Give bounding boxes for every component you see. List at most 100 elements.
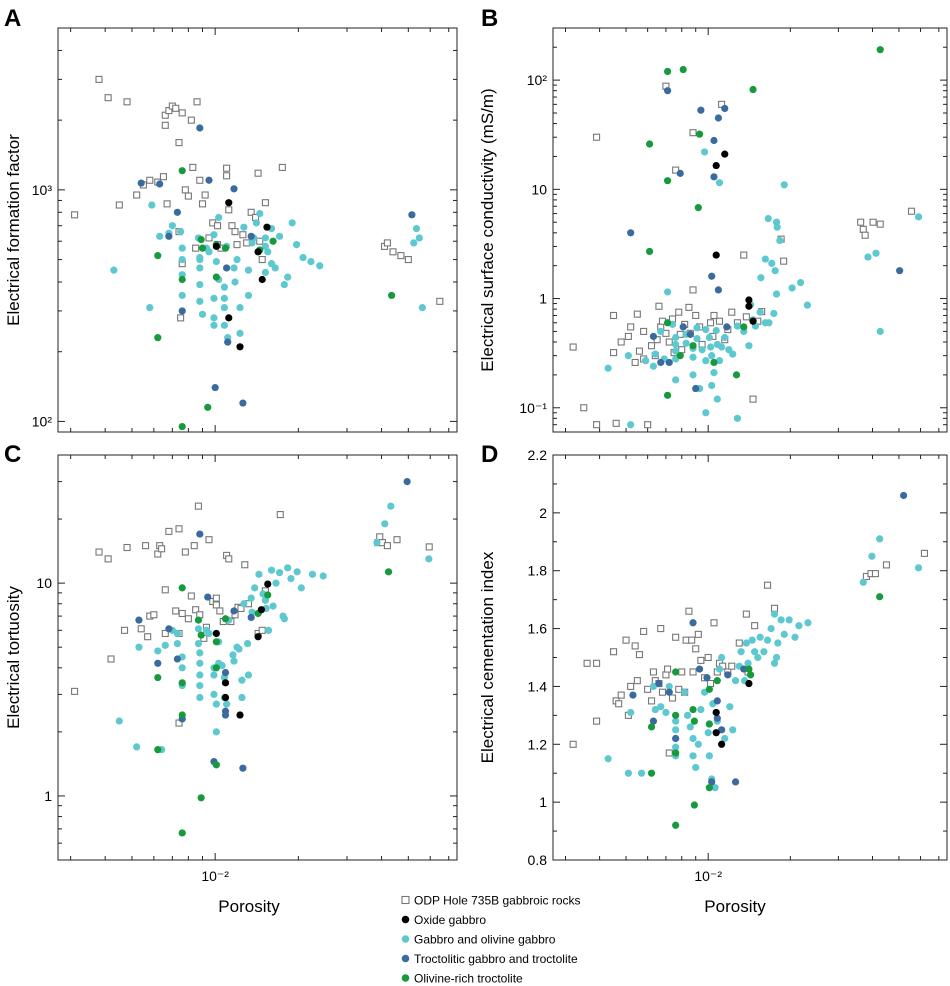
panel-d: D 10⁻² 0.8 1 1.2 1.4 1.6 1.8 2 2.2 Electrical ceme… <box>478 441 948 916</box>
point-gabbro <box>178 255 186 264</box>
point-gabbro <box>672 376 680 384</box>
point-gabbro <box>235 645 243 653</box>
point-odp <box>383 239 391 247</box>
point-gabbro <box>772 290 781 298</box>
point-gabbro <box>287 575 295 583</box>
point-odp <box>163 200 171 208</box>
point-gabbro <box>785 616 793 624</box>
point-gabbro <box>236 304 244 312</box>
plot-frame <box>552 454 948 861</box>
point-gabbro <box>745 342 753 350</box>
point-odp <box>593 421 601 429</box>
point-odp <box>876 220 884 228</box>
point-odp <box>631 642 639 650</box>
point-odp <box>194 502 202 510</box>
point-gabbro <box>624 352 632 360</box>
point-gabbro <box>705 333 713 342</box>
point-oxide <box>221 679 230 687</box>
point-troct <box>676 169 684 177</box>
point-odp <box>205 234 213 242</box>
point-olivine <box>689 342 697 350</box>
point-odp <box>177 314 185 322</box>
point-gabbro <box>663 288 672 296</box>
y-tick-label: 1.4 <box>528 678 548 694</box>
point-gabbro <box>721 333 729 342</box>
point-troct <box>230 185 238 193</box>
point-odp <box>617 338 625 346</box>
point-gabbro <box>686 723 694 731</box>
point-odp <box>165 527 173 535</box>
point-troct <box>173 655 181 663</box>
point-gabbro <box>708 381 716 390</box>
point-troct <box>695 665 704 673</box>
point-olivine <box>221 244 230 252</box>
point-oxide <box>712 729 720 737</box>
point-oxide <box>221 693 230 702</box>
point-troct <box>204 593 212 601</box>
point-gabbro <box>768 259 776 267</box>
point-gabbro <box>412 225 421 233</box>
point-gabbro <box>156 232 164 240</box>
point-gabbro <box>230 657 238 665</box>
point-olivine <box>663 319 672 327</box>
point-gabbro <box>788 284 796 292</box>
point-troct <box>672 734 680 743</box>
point-troct <box>196 530 204 538</box>
point-olivine <box>154 334 162 342</box>
plot-frame <box>57 27 458 433</box>
point-odp <box>256 237 264 245</box>
point-oxide <box>236 343 244 351</box>
point-odp <box>404 256 412 264</box>
point-gabbro <box>272 579 280 587</box>
point-troct <box>899 491 908 500</box>
y-tick-label: 10³ <box>32 182 53 198</box>
point-gabbro <box>682 339 690 347</box>
point-odp <box>278 163 286 171</box>
point-odp <box>175 525 183 533</box>
point-olivine <box>178 584 186 592</box>
point-gabbro <box>280 615 288 623</box>
point-gabbro <box>244 671 253 679</box>
point-odp <box>189 163 197 171</box>
point-olivine <box>178 679 186 687</box>
point-oxide <box>257 606 265 614</box>
point-gabbro <box>876 327 884 336</box>
point-troct <box>714 286 723 294</box>
point-odp <box>706 679 715 688</box>
point-troct <box>721 104 729 113</box>
point-gabbro <box>220 294 228 302</box>
legend-swatch <box>401 974 410 982</box>
point-gabbro <box>689 353 697 361</box>
point-gabbro <box>229 651 237 659</box>
point-odp <box>675 685 683 693</box>
y-tick-label: 10⁻¹ <box>519 400 547 416</box>
point-olivine <box>197 631 205 639</box>
point-olivine <box>695 130 704 138</box>
point-odp <box>216 607 224 615</box>
point-troct <box>156 180 164 188</box>
point-odp <box>871 570 879 578</box>
point-gabbro <box>729 726 737 734</box>
point-odp <box>95 75 103 83</box>
point-odp <box>658 688 667 696</box>
point-odp <box>640 627 648 636</box>
point-odp <box>389 248 397 256</box>
point-odp <box>742 610 750 618</box>
point-gabbro <box>795 622 803 630</box>
point-odp <box>609 648 618 656</box>
point-odp <box>672 166 680 174</box>
point-odp <box>144 633 152 641</box>
point-gabbro <box>196 649 204 657</box>
point-gabbro <box>657 327 665 336</box>
point-gabbro <box>178 244 186 252</box>
point-olivine <box>705 720 713 728</box>
point-troct <box>230 607 238 615</box>
point-odp <box>622 636 630 644</box>
point-odp <box>190 542 198 550</box>
point-gabbro <box>251 584 259 592</box>
point-troct <box>710 136 718 145</box>
point-odp <box>393 536 401 544</box>
point-oxide <box>254 633 262 641</box>
legend-item-troct: Troctolitic gabbro and troctolite <box>401 952 578 966</box>
point-olivine <box>269 237 277 245</box>
